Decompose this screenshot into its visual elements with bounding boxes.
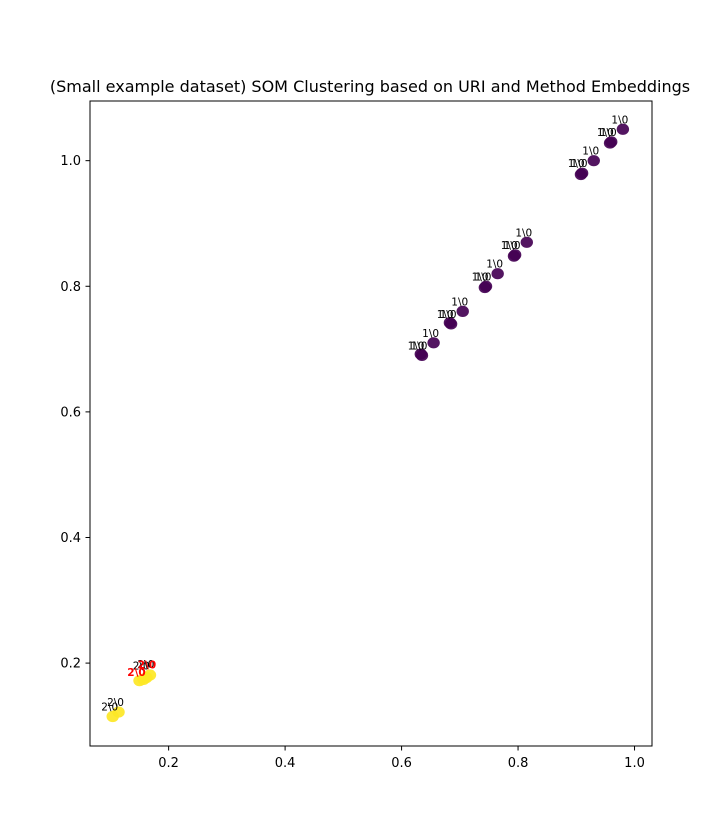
- y-tick-label: 0.4: [60, 531, 81, 546]
- y-tick-label: 0.8: [60, 280, 81, 295]
- point-label: 1\0: [571, 158, 588, 170]
- data-point: [414, 348, 427, 360]
- point-label: 1\0: [437, 309, 454, 321]
- point-label: 1\0: [501, 240, 518, 252]
- point-label: 1\0: [597, 127, 614, 139]
- point-label: 1\0: [515, 227, 532, 239]
- data-point: [520, 236, 533, 248]
- point-label: 1\0: [422, 328, 439, 340]
- data-point: [456, 305, 469, 317]
- point-label: 2\0: [137, 659, 154, 671]
- data-point: [587, 155, 600, 167]
- x-axis: 0.2 0.4 0.6 0.8 1.0: [158, 746, 645, 771]
- point-label: 1\0: [472, 271, 489, 283]
- data-point: [112, 706, 125, 718]
- data-point: [603, 137, 617, 149]
- point-label: 2\0: [107, 697, 124, 709]
- point-label: 1\0: [475, 271, 492, 283]
- point-label: 1\0: [600, 127, 617, 139]
- x-tick-label: 0.2: [158, 756, 179, 771]
- data-point: [143, 669, 157, 681]
- axes-frame: [89, 100, 653, 747]
- y-tick-label: 0.2: [60, 657, 81, 672]
- point-label: 1\0: [568, 158, 585, 170]
- data-point: [616, 123, 630, 135]
- y-tick-label: 0.6: [60, 405, 81, 420]
- point-label: 1\0: [408, 340, 425, 352]
- data-point: [427, 337, 440, 349]
- point-label: 1\0: [582, 146, 599, 158]
- point-label: 1\0: [611, 114, 628, 126]
- x-tick-label: 0.6: [391, 756, 412, 771]
- x-tick-label: 0.8: [508, 756, 529, 771]
- point-label: 2\0: [127, 667, 145, 679]
- x-tick-label: 1.0: [624, 756, 645, 771]
- data-point: [574, 168, 588, 181]
- chart-title: (Small example dataset) SOM Clustering b…: [50, 77, 690, 96]
- data-point: [478, 281, 492, 294]
- point-label: 2\0: [138, 659, 156, 671]
- point-label: 1\0: [440, 309, 457, 321]
- x-tick-label: 0.4: [275, 756, 296, 771]
- point-label: 1\0: [504, 240, 521, 252]
- data-point: [491, 268, 504, 280]
- y-tick-label: 1.0: [60, 154, 81, 169]
- data-point: [443, 317, 457, 329]
- point-label: 2\0: [133, 661, 150, 673]
- point-label: 1\0: [486, 259, 503, 271]
- point-label: 1\0: [411, 340, 428, 352]
- point-label: 1\0: [451, 296, 468, 308]
- y-axis: 0.2 0.4 0.6 0.8 1.0: [60, 154, 90, 672]
- plot-area: 1\01\01\01\01\01\01\01\01\01\01\01\01\01…: [101, 114, 630, 723]
- point-label: 2\0: [101, 701, 118, 713]
- data-point: [507, 250, 521, 262]
